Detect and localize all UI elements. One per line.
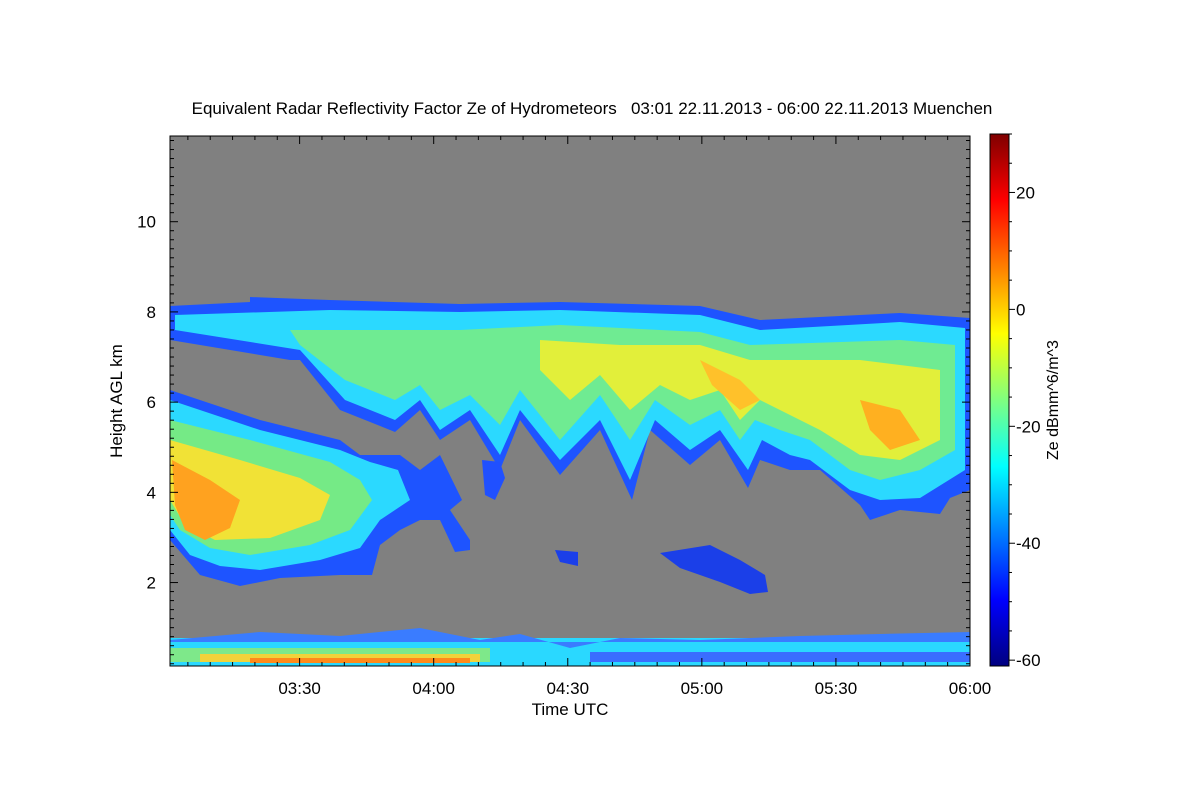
y-tick-label: 4 <box>147 483 156 502</box>
colorbar-tick-label: -20 <box>1016 417 1041 436</box>
y-axis-label: Height AGL km <box>107 344 126 458</box>
colorbar-tick-label: -60 <box>1016 651 1041 670</box>
small-echo-right <box>660 545 768 594</box>
low-cloud-orange <box>172 460 240 540</box>
y-tick-label: 6 <box>147 393 156 412</box>
y-tick-label: 10 <box>137 213 156 232</box>
x-tick-label: 06:00 <box>949 679 992 698</box>
reflectivity-field <box>170 297 970 666</box>
mid-echo-blue <box>482 460 505 500</box>
y-tick-label: 2 <box>147 574 156 593</box>
boundary-layer-blue <box>590 652 970 662</box>
x-axis-label: Time UTC <box>532 700 609 719</box>
colorbar-label: Ze dBmm^6/m^3 <box>1045 340 1062 460</box>
x-tick-label: 04:00 <box>412 679 455 698</box>
cirrus-core-orange-right <box>860 400 920 450</box>
y-axis: 2 4 6 8 10 <box>137 140 970 665</box>
colorbar-tick-label: 0 <box>1016 300 1025 319</box>
colorbar-ticks: 20 0 -20 -40 -60 <box>1009 133 1041 670</box>
colorbar-tick-label: -40 <box>1016 534 1041 553</box>
cirrus-core-orange <box>700 360 760 410</box>
colorbar-gradient <box>989 133 1010 667</box>
small-echo-center <box>555 550 578 566</box>
x-tick-label: 04:30 <box>546 679 589 698</box>
y-tick-label: 8 <box>147 303 156 322</box>
x-tick-label: 05:00 <box>681 679 724 698</box>
colorbar: 20 0 -20 -40 -60 Ze dBmm^6/m^3 <box>989 133 1062 670</box>
chart-title: Equivalent Radar Reflectivity Factor Ze … <box>192 99 993 118</box>
x-axis: 03:30 04:00 04:30 05:00 05:30 06:00 <box>187 136 992 698</box>
boundary-layer-top-edge <box>170 628 970 648</box>
colorbar-tick-label: 20 <box>1016 183 1035 202</box>
x-tick-label: 03:30 <box>278 679 321 698</box>
x-tick-label: 05:30 <box>815 679 858 698</box>
boundary-layer-orange <box>250 658 470 663</box>
plot-frame <box>169 135 971 667</box>
